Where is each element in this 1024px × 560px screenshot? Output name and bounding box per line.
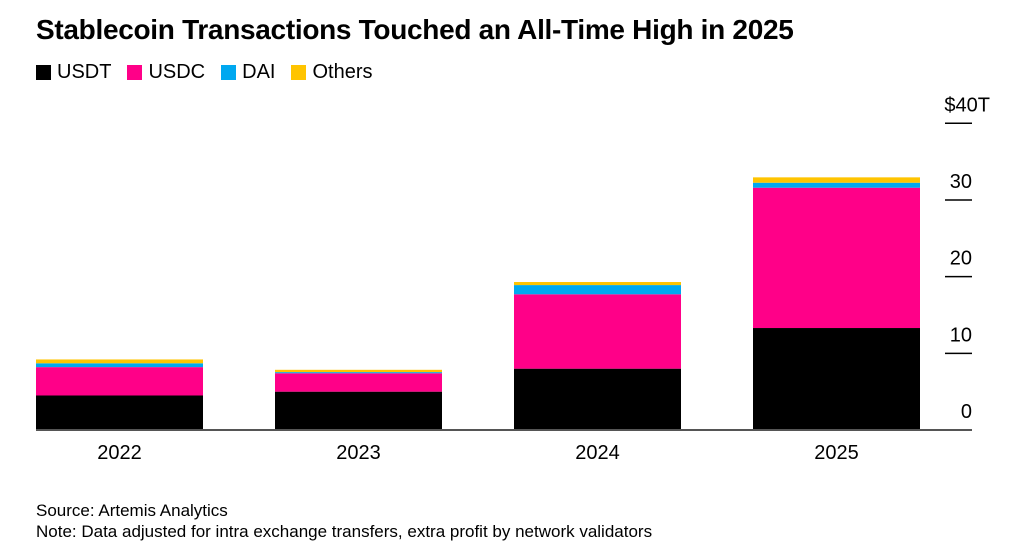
- bar-segment-dai-2023: [275, 372, 442, 374]
- x-tick-label: 2023: [336, 442, 381, 464]
- legend-label: DAI: [242, 61, 276, 83]
- x-tick-label: 2022: [97, 442, 142, 464]
- y-tick-label: 30: [950, 171, 972, 193]
- legend-item-dai: DAI: [221, 61, 275, 84]
- bar-segment-others-2025: [753, 177, 920, 183]
- bar-segment-usdt-2022: [36, 395, 203, 430]
- legend-item-others: Others: [291, 61, 373, 84]
- bar-segment-usdc-2024: [514, 294, 681, 369]
- bar-segment-others-2023: [275, 369, 442, 373]
- y-tick-label: 10: [950, 324, 972, 346]
- bar-segment-dai-2024: [514, 285, 681, 295]
- bar-segment-usdt-2024: [514, 368, 681, 430]
- note-text: Note: Data adjusted for intra exchange t…: [36, 522, 653, 541]
- x-tick-label: 2024: [575, 442, 620, 464]
- legend-label: Others: [312, 61, 373, 83]
- legend-label: USDT: [57, 61, 112, 83]
- bar-segment-others-2022: [36, 359, 203, 364]
- bar-segment-usdc-2025: [753, 187, 920, 329]
- x-tick-label: 2025: [814, 442, 859, 464]
- bar-segment-others-2024: [514, 282, 681, 286]
- legend-swatch: [36, 65, 51, 80]
- y-tick-label: 0: [961, 401, 972, 423]
- bar-segment-dai-2025: [753, 182, 920, 188]
- legend-swatch: [127, 65, 143, 80]
- bar-segment-usdt-2023: [275, 391, 442, 430]
- bar-segment-usdc-2022: [36, 367, 203, 396]
- legend-label: USDC: [148, 61, 206, 83]
- bar-segment-dai-2022: [36, 363, 203, 368]
- legend-item-usdc: USDC: [127, 61, 205, 84]
- bar-segment-usdt-2025: [753, 328, 920, 430]
- chart-title: Stablecoin Transactions Touched an All-T…: [36, 14, 794, 45]
- y-tick-label: $40T: [944, 94, 990, 116]
- legend-swatch: [221, 65, 237, 80]
- legend-item-usdt: USDT: [36, 61, 111, 84]
- legend: USDT USDC DAI Others: [36, 61, 373, 84]
- source-text: Source: Artemis Analytics: [36, 501, 228, 520]
- y-tick-label: 20: [950, 248, 972, 270]
- legend-swatch: [291, 65, 307, 80]
- bar-segment-usdc-2023: [275, 373, 442, 392]
